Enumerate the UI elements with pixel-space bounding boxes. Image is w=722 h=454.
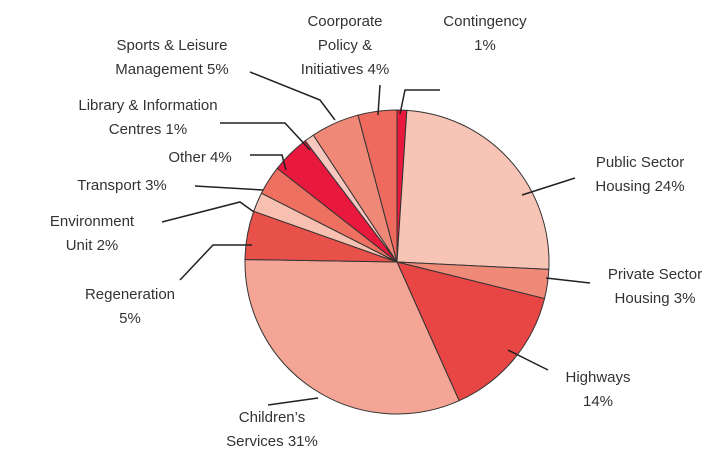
category-name: Private Sector Housing: [607, 266, 703, 307]
category-name: Library & Information Centres: [78, 97, 218, 138]
slice-label: Library & Information Centres 1%: [63, 94, 233, 142]
leader-line: [545, 277, 591, 284]
slice-label: Contingency 1%: [438, 10, 533, 58]
value-label: 1%: [474, 37, 496, 54]
value-label: 5%: [207, 61, 229, 78]
leader-line: [521, 177, 576, 196]
category-name: Environment Unit: [49, 213, 135, 254]
pie-slice: [396, 261, 546, 402]
value-label: 1%: [165, 121, 188, 138]
slice-label: Public Sector Housing 24%: [575, 151, 705, 199]
pie-slice: [244, 259, 460, 415]
leader-line: [377, 84, 381, 116]
slice-label: Other 4%: [150, 146, 250, 170]
leader-line: [194, 185, 264, 191]
slice-label: Children’s Services 31%: [217, 406, 327, 454]
value-label: 4%: [367, 61, 390, 78]
category-name: Coorporate Policy & Initiatives: [300, 13, 383, 78]
pie-slice: [357, 109, 398, 263]
category-name: Transport: [77, 177, 141, 194]
leader-line: [250, 154, 287, 171]
category-name: Other: [168, 149, 206, 166]
value-label: 14%: [582, 393, 614, 410]
value-label: 3%: [673, 290, 696, 307]
slice-label: Regeneration 5%: [80, 283, 180, 331]
category-name: Highways: [565, 369, 631, 386]
pie-slice: [396, 109, 550, 270]
leader-line: [399, 89, 440, 115]
value-label: 2%: [96, 237, 119, 254]
value-label: 5%: [119, 310, 141, 327]
value-label: 24%: [654, 178, 685, 195]
slice-label: Highways 14%: [558, 366, 638, 414]
leader-line: [507, 349, 549, 371]
slice-label: Coorporate Policy & Initiatives 4%: [290, 10, 400, 82]
leader-line: [161, 201, 255, 223]
value-label: 3%: [145, 177, 167, 194]
category-name: Contingency: [443, 13, 527, 30]
slice-label: Environment Unit 2%: [42, 210, 142, 258]
leader-line: [179, 244, 252, 281]
slice-label: Sports & Leisure Management 5%: [97, 34, 247, 82]
value-label: 31%: [287, 433, 318, 450]
slice-label: Transport 3%: [57, 174, 187, 198]
leader-line: [249, 71, 336, 121]
value-label: 4%: [210, 149, 232, 166]
leader-line: [220, 122, 311, 151]
category-name: Public Sector Housing: [595, 154, 685, 195]
slice-label: Private Sector Housing 3%: [590, 263, 720, 311]
category-name: Children’s Services: [226, 409, 306, 450]
leader-line: [267, 397, 319, 406]
category-name: Regeneration: [84, 286, 176, 303]
category-name: Sports & Leisure Management: [115, 37, 228, 78]
